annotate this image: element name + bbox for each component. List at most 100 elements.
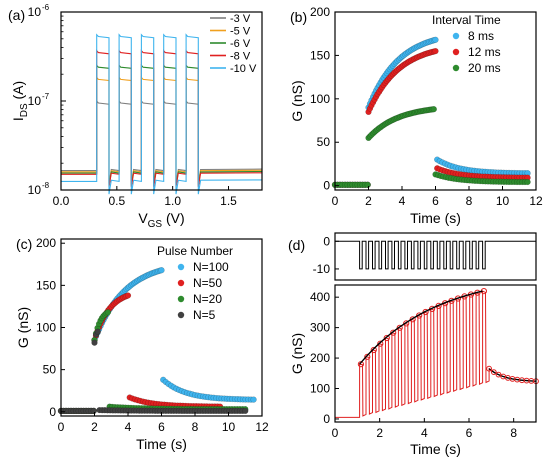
- x-tick-label: 6: [432, 194, 439, 208]
- y-tick-label: 300: [310, 321, 330, 335]
- legend: -3 V-5 V-6 V-8 V-10 V: [210, 13, 257, 75]
- series-8-ms: [331, 36, 531, 188]
- panel-c: 0 2 4 6 8 10 12 0 50 100 150 200 Time (s) G (nS) (c) Pu…: [15, 236, 269, 452]
- x-tick-label: 10: [496, 194, 510, 208]
- legend-marker: [452, 64, 460, 72]
- x-tick-label: 12: [529, 194, 543, 208]
- peak-marker: [364, 353, 371, 360]
- y-tick-label: 10: [28, 94, 42, 108]
- legend-label: -3 V: [230, 13, 251, 25]
- x-axis-label: Time (s): [410, 210, 461, 226]
- top-plot-frame: [334, 232, 537, 281]
- y-tick-label: -10: [313, 262, 331, 276]
- x-tick-label: 8: [466, 194, 473, 208]
- panel-label: (a): [8, 7, 25, 23]
- peak-marker: [383, 334, 390, 342]
- x-tick-label: 0.0: [53, 194, 70, 208]
- series-line-5v: [61, 75, 263, 185]
- data-point: [432, 36, 439, 43]
- legend-label: N=100: [193, 260, 229, 274]
- legend: Interval Time 8 ms 12 ms 20 ms: [432, 13, 501, 75]
- x-axis-label: Time (s): [136, 436, 187, 452]
- y-axis-label: G (nS): [289, 333, 305, 374]
- data-point: [104, 309, 112, 316]
- y-tick-exponent: -6: [42, 3, 50, 12]
- y-tick-label: 200: [310, 5, 330, 19]
- data-point: [250, 396, 257, 403]
- y-tick-label: 400: [310, 290, 330, 304]
- x-tick-label: 0: [332, 426, 339, 440]
- y-tick-label: 50: [317, 135, 331, 149]
- decay-fit-line: [488, 368, 537, 382]
- y-tick-base: 10: [28, 94, 42, 108]
- peak-marker: [357, 361, 364, 368]
- data-point: [242, 407, 249, 415]
- x-axis-label: VGS (V): [138, 210, 184, 230]
- series-line-6v: [61, 63, 263, 186]
- legend-marker: [452, 32, 460, 40]
- y-tick-label: 10: [28, 183, 42, 197]
- legend-label: N=20: [193, 292, 222, 306]
- data-point: [124, 292, 132, 299]
- series-n-5: [57, 328, 249, 415]
- x-tick-label: 0: [332, 194, 339, 208]
- y-tick-label: 150: [36, 278, 56, 292]
- x-tick-label: 1.5: [220, 194, 237, 208]
- pulse-train-line: [334, 240, 537, 270]
- data-point: [158, 267, 165, 274]
- y-axis-label: G (nS): [15, 307, 31, 348]
- y-tick-label: 100: [310, 382, 330, 396]
- legend: Pulse Number N=100 N=50 N=20 N=5: [157, 244, 233, 322]
- x-tick-label: 4: [125, 420, 132, 434]
- x-tick-label: 4: [399, 194, 406, 208]
- legend-label: -5 V: [230, 26, 251, 38]
- y-tick-label: 0: [323, 179, 330, 193]
- peak-marker: [403, 320, 410, 327]
- x-tick-label: 8: [510, 426, 517, 440]
- panel-label: (c): [16, 236, 32, 252]
- x-tick-label: 6: [466, 426, 473, 440]
- data-point: [364, 181, 371, 188]
- x-tick-label: 8: [192, 420, 199, 434]
- series-n-100: [57, 267, 257, 415]
- y-tick-label: 0: [49, 405, 56, 419]
- x-tick-label: 0.5: [108, 194, 125, 208]
- peak-marker: [370, 346, 377, 354]
- y-tick-base: 10: [28, 5, 42, 19]
- y-axis-label: IDS (A): [10, 81, 30, 121]
- legend-label: -8 V: [230, 51, 251, 63]
- data-point: [91, 339, 98, 346]
- legend-label: N=50: [193, 276, 222, 290]
- y-tick-label: 0: [323, 234, 330, 248]
- peak-marker: [396, 324, 403, 331]
- series-line-10v: [61, 33, 263, 195]
- envelope-fit-line: [359, 290, 483, 365]
- legend-title: Interval Time: [432, 13, 501, 27]
- y-tick-exponent: -8: [42, 181, 50, 190]
- legend-marker: [177, 295, 185, 303]
- y-tick-label: 0: [323, 412, 330, 426]
- y-tick-exponent: -7: [42, 92, 50, 101]
- legend-marker: [177, 263, 185, 271]
- conductance-subplot: 0 2 4 6 8 0 100 200 300 400: [310, 284, 539, 440]
- x-tick-label: 2: [91, 420, 98, 434]
- panel-d: 0 -10 0 2 4 6 8 0 100 200 300 400 Time (s) G (nS) (d): [288, 232, 539, 457]
- decay-marker: [495, 371, 502, 378]
- y-axis-label: G (nS): [289, 80, 305, 121]
- data-point: [432, 47, 439, 55]
- y-tick-label: 100: [310, 92, 330, 106]
- legend-marker: [177, 279, 185, 287]
- x-axis-label: Time (s): [410, 441, 461, 457]
- x-tick-label: 2: [376, 426, 383, 440]
- decay-marker: [486, 365, 493, 372]
- data-point: [524, 178, 531, 186]
- legend-label: 20 ms: [468, 61, 501, 75]
- peak-marker: [377, 340, 384, 347]
- x-tick-label: 10: [222, 420, 236, 434]
- x-tick-label: 12: [255, 420, 269, 434]
- y-tick-label: 200: [36, 236, 56, 250]
- data-point: [90, 407, 97, 415]
- legend-title: Pulse Number: [157, 244, 233, 258]
- legend-label: N=5: [193, 308, 216, 322]
